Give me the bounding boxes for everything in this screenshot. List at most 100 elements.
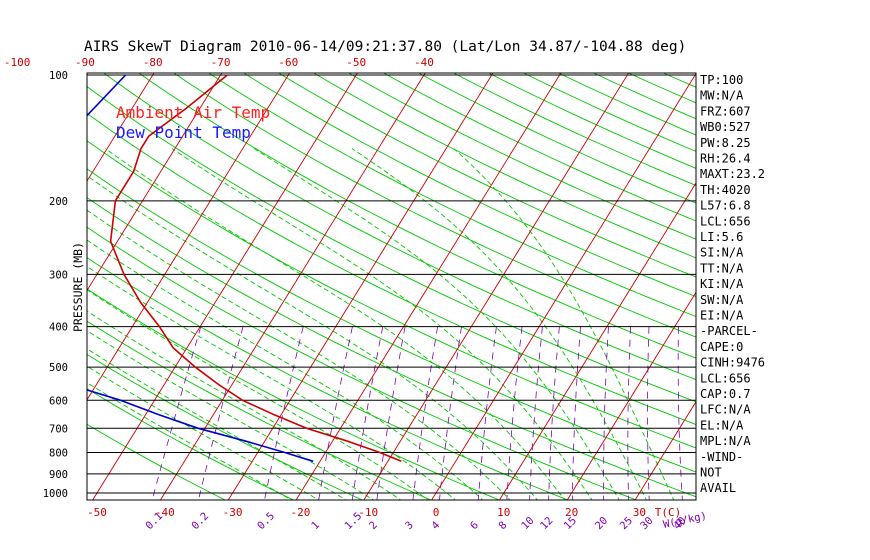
mixing-ratio-line bbox=[627, 326, 631, 500]
dry-adiabat-line bbox=[87, 197, 696, 498]
dry-adiabat-line bbox=[452, 73, 696, 187]
pressure-tick-label: 1000 bbox=[43, 488, 68, 500]
dry-adiabat-line bbox=[417, 73, 696, 204]
dew-point-temp-line bbox=[87, 74, 314, 463]
index-label: TT:N/A bbox=[700, 261, 744, 275]
mixing-ratio-tick-label: 2 bbox=[367, 519, 380, 532]
index-label: LCL:656 bbox=[700, 371, 751, 385]
top-temp-tick-label: -90 bbox=[75, 56, 95, 69]
dry-adiabat-line bbox=[87, 86, 696, 403]
dry-adiabat-line bbox=[87, 423, 226, 500]
isotherm-line bbox=[227, 73, 494, 500]
isotherm-line bbox=[0, 10, 57, 510]
top-temp-tick-label: -50 bbox=[346, 56, 366, 69]
top-temp-tick-label: -80 bbox=[143, 56, 163, 69]
dry-adiabat-line bbox=[243, 73, 696, 298]
index-label: MW:N/A bbox=[700, 89, 744, 103]
dry-adiabat-line bbox=[646, 35, 870, 511]
dry-adiabat-line bbox=[87, 257, 569, 500]
mixing-ratio-line bbox=[264, 326, 304, 500]
moist-adiabat-line bbox=[87, 175, 539, 500]
dry-adiabat-line bbox=[103, 73, 696, 381]
plot-frame bbox=[86, 72, 697, 501]
dry-adiabat-line bbox=[87, 226, 638, 500]
pressure-tick-label: 200 bbox=[49, 196, 68, 208]
isotherm-line bbox=[92, 73, 358, 500]
mixing-ratio-line bbox=[376, 326, 406, 500]
mixing-ratio-line bbox=[151, 326, 202, 500]
mixing-ratio-line bbox=[412, 326, 438, 500]
pressure-tick-label: 300 bbox=[49, 269, 68, 281]
top-temp-tick-label: -70 bbox=[211, 56, 231, 69]
isotherm-line bbox=[159, 73, 426, 500]
dry-adiabat-line bbox=[382, 73, 696, 222]
dry-adiabat-line bbox=[522, 73, 696, 152]
moist-adiabat-line bbox=[87, 382, 293, 500]
mixing-ratio-line bbox=[198, 326, 244, 500]
mixing-ratio-tick-label: 12 bbox=[538, 515, 555, 532]
top-temp-tick-label: -40 bbox=[414, 56, 434, 69]
temp-tick-label: 0 bbox=[433, 506, 440, 519]
index-label: RH:26.4 bbox=[700, 152, 751, 166]
isotherm-line bbox=[431, 73, 696, 500]
index-label: CAPE:0 bbox=[700, 340, 743, 354]
pressure-tick-label: 800 bbox=[49, 447, 68, 459]
temp-tick-label: 20 bbox=[565, 506, 578, 519]
mixing-ratio-tick-label: 1 bbox=[309, 519, 322, 532]
index-label: LFC:N/A bbox=[700, 403, 751, 417]
isotherm-line bbox=[295, 73, 562, 500]
mixing-ratio-tick-label: 3 bbox=[403, 519, 416, 532]
mixing-ratio-line bbox=[548, 326, 560, 500]
mixing-ratio-line bbox=[506, 326, 523, 500]
temp-unit-label: T(C) bbox=[655, 506, 682, 519]
index-label: CAP:0.7 bbox=[700, 387, 751, 401]
isotherm-line bbox=[634, 400, 696, 500]
mixing-ratio-line bbox=[571, 326, 581, 500]
top-temp-tick-label: -100 bbox=[4, 56, 31, 69]
isotherm-line bbox=[566, 291, 696, 500]
y-axis-label: PRESSURE (MB) bbox=[71, 242, 85, 332]
mixing-ratio-tick-label: 0.5 bbox=[255, 510, 277, 532]
index-label: EL:N/A bbox=[700, 418, 744, 432]
temp-tick-label: -50 bbox=[87, 506, 107, 519]
pressure-tick-label: 600 bbox=[49, 395, 68, 407]
dry-adiabat-line bbox=[173, 73, 696, 338]
mixing-ratio-line bbox=[439, 326, 462, 500]
dry-adiabat-line bbox=[138, 73, 696, 359]
temp-tick-label: 30 bbox=[633, 506, 646, 519]
index-label: SI:N/A bbox=[700, 246, 744, 260]
mixing-ratio-tick-label: 0.2 bbox=[189, 510, 211, 532]
dry-adiabat-line bbox=[312, 73, 696, 259]
index-label: PW:8.25 bbox=[700, 136, 751, 150]
temp-tick-label: -30 bbox=[223, 506, 243, 519]
isotherm-line bbox=[498, 182, 696, 500]
mixing-ratio-tick-label: 10 bbox=[519, 515, 536, 532]
index-label: EI:N/A bbox=[700, 309, 744, 323]
index-label: TP:100 bbox=[700, 73, 743, 87]
pressure-tick-label: 500 bbox=[49, 362, 68, 374]
dry-adiabat-line bbox=[487, 73, 696, 169]
temp-tick-label: -40 bbox=[155, 506, 175, 519]
dry-adiabat-line bbox=[87, 388, 295, 500]
temp-tick-label: -10 bbox=[358, 506, 378, 519]
dry-adiabat-line bbox=[87, 288, 501, 500]
mixing-ratio-tick-label: 8 bbox=[497, 519, 510, 532]
mixing-ratio-tick-label: 4 bbox=[429, 519, 442, 532]
mixing-ratio-line bbox=[318, 326, 353, 500]
index-label: MAXT:23.2 bbox=[700, 167, 765, 181]
pressure-tick-label: 100 bbox=[49, 70, 68, 82]
isotherm-line bbox=[363, 73, 630, 500]
isotherm-line bbox=[87, 73, 291, 401]
index-label: LI:5.6 bbox=[700, 230, 743, 244]
index-label: NOT bbox=[700, 466, 722, 480]
index-label: KI:N/A bbox=[700, 277, 744, 291]
index-label: FRZ:607 bbox=[700, 104, 751, 118]
ambient-air-temp-line bbox=[109, 74, 402, 463]
dry-adiabat-line bbox=[557, 73, 696, 136]
isotherm-line bbox=[87, 73, 155, 182]
dry-adiabat-line bbox=[277, 73, 696, 278]
mixing-ratio-tick-label: 20 bbox=[593, 515, 610, 532]
dry-adiabat-line bbox=[592, 73, 696, 120]
isotherm-line bbox=[87, 73, 223, 292]
